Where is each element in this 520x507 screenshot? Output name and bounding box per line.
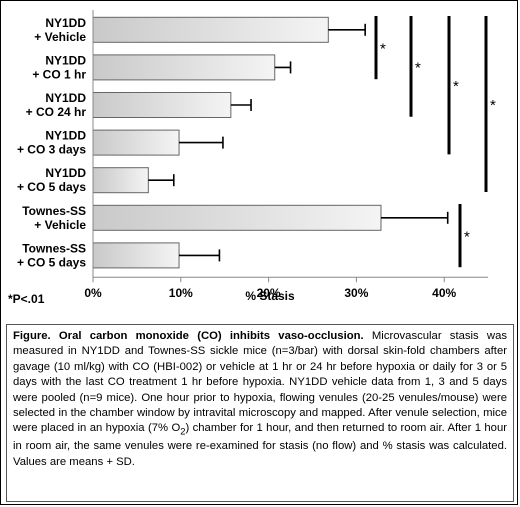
caption-text-1: Microvascular stasis was measured in NY1… [13, 330, 508, 435]
bar [92, 204, 382, 231]
significance-star: * [453, 78, 459, 95]
significance-star: * [464, 229, 470, 246]
category-label-line1: NY1DD [45, 166, 86, 180]
bar [92, 242, 180, 269]
category-label-line1: NY1DD [45, 129, 86, 143]
category-label-line2: + CO 24 hr [26, 105, 87, 119]
category-label-line2: + Vehicle [34, 30, 86, 44]
x-tick-label: 0% [84, 286, 102, 300]
category-label-line1: Townes-SS [22, 204, 86, 218]
caption-text-2: ) chamber for 1 hour, and then returned … [13, 422, 507, 468]
caption-title: Figure. Oral carbon monoxide (CO) inhibi… [13, 330, 364, 342]
category-label-line2: + CO 5 days [17, 180, 86, 194]
category-label-line2: + CO 3 days [17, 143, 86, 157]
figure-caption: Figure. Oral carbon monoxide (CO) inhibi… [6, 324, 514, 502]
bar [92, 92, 232, 118]
category-label-line2: + CO 5 days [17, 255, 86, 269]
category-label: Townes-SS + CO 5 days [17, 241, 86, 269]
significance-star: * [415, 59, 421, 76]
category-label-line1: Townes-SS [22, 241, 86, 255]
category-label: NY1DD + Vehicle [34, 16, 86, 44]
x-tick-label: 20% [257, 286, 281, 300]
category-label: NY1DD + CO 3 days [17, 129, 86, 157]
bar [92, 129, 180, 156]
category-label-line2: + CO 1 hr [32, 67, 86, 81]
category-label-line1: NY1DD [45, 91, 86, 105]
significance-star: * [380, 41, 386, 58]
significance-footnote: *P<.01 [8, 292, 45, 306]
x-tick-label: 30% [344, 286, 368, 300]
significance-star: * [490, 97, 496, 114]
bar [92, 16, 329, 43]
category-label: NY1DD + CO 1 hr [32, 53, 86, 81]
bar [92, 167, 149, 194]
x-tick-label: 10% [169, 286, 193, 300]
category-label: NY1DD + CO 5 days [17, 166, 86, 194]
caption-subscript: 2 [180, 425, 186, 437]
x-tick-label: 40% [432, 286, 456, 300]
category-label-line1: NY1DD [45, 53, 86, 67]
bar [92, 54, 276, 81]
category-label: Townes-SS + Vehicle [22, 204, 86, 232]
category-label: NY1DD + CO 24 hr [26, 91, 87, 119]
category-label-line2: + Vehicle [34, 218, 86, 232]
x-axis-label: % Stasis [245, 289, 295, 303]
category-label-line1: NY1DD [45, 16, 86, 30]
